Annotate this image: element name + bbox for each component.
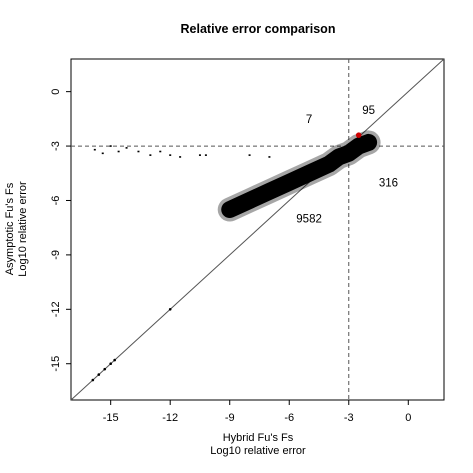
main-point-cloud	[217, 130, 381, 222]
quadrant-count-label: 95	[362, 105, 375, 117]
diagonal-point	[113, 358, 116, 362]
outlier-point	[125, 147, 128, 149]
outlier-point	[93, 148, 96, 151]
outlier-point	[117, 150, 120, 153]
cloud-point	[307, 172, 311, 175]
x-axis-label-line1: Hybrid Fu's Fs	[223, 432, 294, 444]
diagonal-point	[91, 378, 95, 382]
y-axis-label-line2: Log10 relative error	[17, 181, 29, 277]
y-tick-label: -12	[50, 301, 62, 317]
cloud-point	[268, 190, 271, 193]
cloud-point	[367, 141, 370, 144]
points-group	[91, 132, 370, 382]
x-tick-label: -3	[344, 412, 354, 424]
quadrant-count-label: 9582	[296, 214, 322, 226]
cloud-point	[288, 181, 291, 184]
cloud-point	[337, 155, 341, 159]
x-tick-label: -6	[284, 412, 294, 424]
outlier-point	[149, 154, 152, 156]
x-tick-label: -15	[103, 412, 119, 424]
diagonal-point	[168, 308, 172, 311]
cloud-point	[327, 163, 331, 166]
outlier-point	[268, 156, 271, 158]
x-tick-label: -9	[225, 412, 235, 424]
diagonal-point	[97, 373, 101, 376]
x-axis-ticks: -15 -12 -9 -6 -3 0	[103, 400, 411, 424]
diagonal-line-group	[70, 58, 445, 401]
y-tick-label: -15	[50, 356, 62, 372]
main-cloud-band	[221, 133, 378, 219]
cloud-point	[248, 199, 251, 202]
outlier-point	[198, 154, 201, 156]
diagonal-point	[103, 367, 107, 371]
chart-title: Relative error comparison	[181, 22, 336, 36]
y-tick-label: 0	[50, 89, 62, 95]
cloud-point	[357, 144, 360, 148]
cloud-point	[228, 208, 231, 211]
y-tick-label: -6	[50, 196, 62, 206]
diagonal-point	[109, 362, 112, 366]
quadrant-count-label: 7	[306, 114, 312, 126]
highlight-point	[355, 132, 362, 138]
outlier-point	[248, 154, 251, 156]
x-tick-label: -12	[162, 412, 178, 424]
reference-lines	[71, 59, 444, 400]
outlier-point	[169, 154, 172, 156]
diagonal-line	[70, 58, 445, 401]
y-axis-label-line1: Asymptotic Fu's Fs	[4, 182, 16, 275]
y-tick-label: -9	[50, 250, 62, 260]
main-cloud-halo	[217, 130, 381, 222]
outlier-point	[137, 150, 140, 153]
y-tick-label: -3	[50, 141, 62, 151]
quadrant-count-label: 316	[379, 177, 398, 189]
outlier-point	[109, 145, 112, 147]
cloud-point	[347, 152, 350, 155]
x-tick-label: 0	[405, 412, 411, 424]
quadrant-counts: 7 95 316 9582	[296, 105, 398, 226]
y-axis-ticks: 0 -3 -6 -9 -12 -15	[50, 89, 71, 372]
outlier-point	[179, 156, 182, 158]
outlier-point	[101, 152, 104, 155]
outlier-point	[159, 150, 162, 153]
x-axis-label-line2: Log10 relative error	[210, 445, 306, 457]
plot-frame	[70, 58, 445, 401]
outlier-point	[204, 154, 207, 156]
